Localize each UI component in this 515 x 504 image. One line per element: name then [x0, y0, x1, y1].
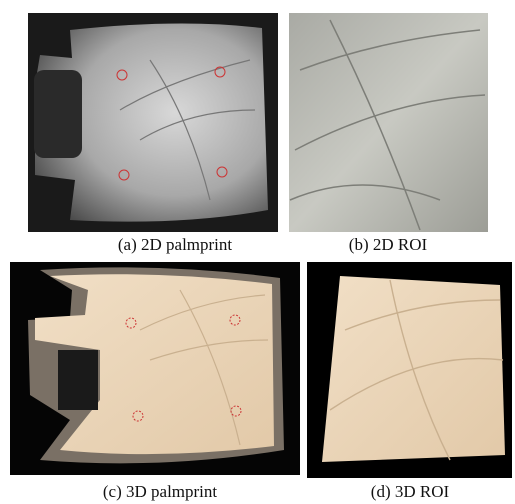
caption: (a) 2D palmprint	[118, 235, 233, 254]
image	[289, 13, 488, 232]
peg	[34, 70, 82, 158]
panel-b: (b) 2D ROI	[289, 13, 488, 254]
panel-d: (d) 3D ROI	[307, 262, 512, 501]
panel-a: (a) 2D palmprint	[28, 13, 278, 254]
panel-c: (c) 3D palmprint	[10, 262, 300, 501]
caption: (d) 3D ROI	[371, 482, 450, 501]
caption: (c) 3D palmprint	[103, 482, 218, 501]
peg	[58, 350, 98, 410]
caption: (b) 2D ROI	[349, 235, 428, 254]
figure: (a) 2D palmprint (b) 2D ROI (c) 3D palmp…	[0, 0, 515, 504]
